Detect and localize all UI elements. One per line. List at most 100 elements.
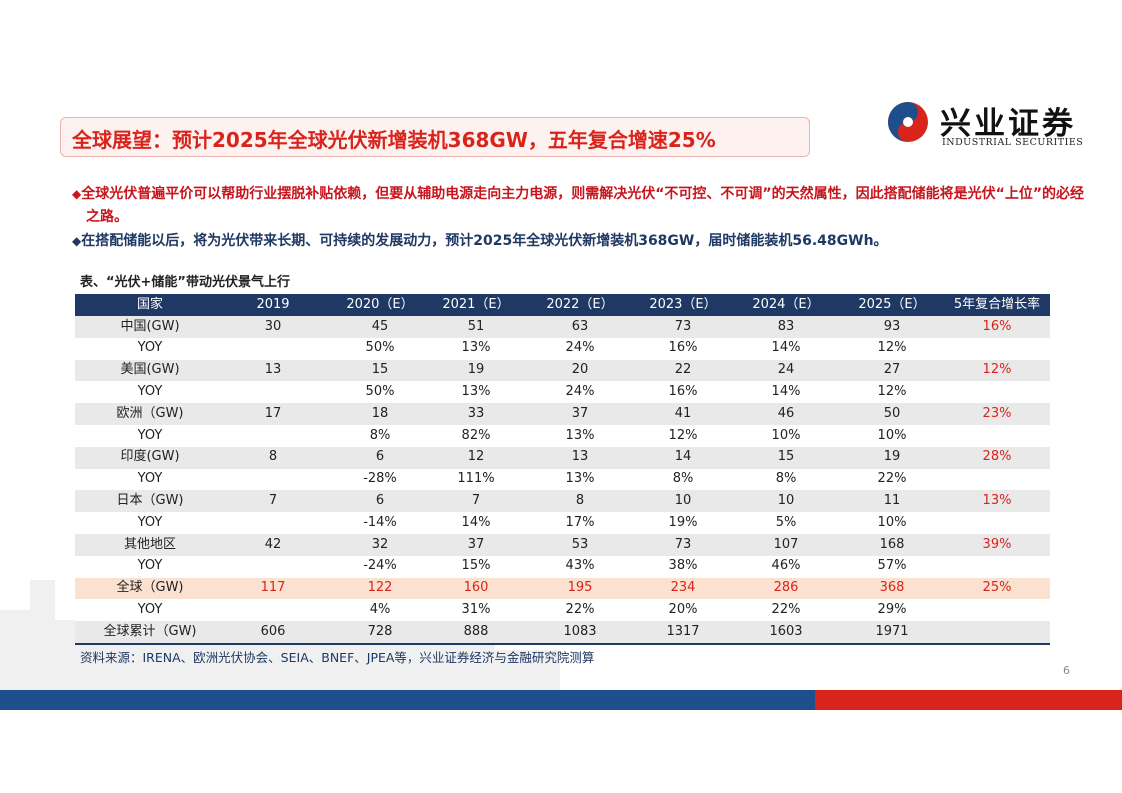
table-cell: 51 — [467, 318, 485, 334]
table-caption: 表、“光伏+储能”带动光伏景气上行 — [80, 275, 290, 290]
table-cell: 111% — [457, 471, 495, 487]
table-cell: 14 — [674, 449, 692, 465]
table-cell: 37 — [467, 536, 485, 552]
table-cell: 122 — [367, 580, 393, 596]
table-cell: 7 — [471, 492, 481, 508]
table-cell: 160 — [463, 580, 489, 596]
table-cell: 12% — [877, 383, 907, 399]
table-cell: 13 — [264, 362, 282, 378]
table-cell: 22% — [771, 601, 801, 617]
table-cell: 日本（GW) — [116, 492, 184, 508]
header-cell: 国家 — [136, 297, 163, 312]
table-cell: 12 — [467, 449, 485, 465]
table-cell: 13% — [565, 471, 595, 487]
table-cell: 234 — [670, 580, 696, 596]
table-cell: 15 — [371, 362, 389, 378]
table-cell: 14% — [771, 383, 801, 399]
table-cell: 606 — [260, 623, 286, 639]
table-cell: 中国(GW) — [120, 318, 180, 334]
table-cell: 63 — [571, 318, 589, 334]
table-cell: 29% — [877, 601, 907, 617]
title-box — [60, 117, 810, 157]
table-cell: 1603 — [769, 623, 803, 639]
logo-icon — [888, 102, 928, 142]
table-cell: 82% — [461, 427, 491, 443]
table-cell: 42 — [264, 536, 282, 552]
header-cell: 2022（E） — [546, 297, 614, 312]
table-row — [75, 403, 1050, 425]
table-cell: 6 — [375, 492, 385, 508]
table-cell: YOY — [137, 514, 163, 530]
table-cell: 7 — [268, 492, 278, 508]
table-cell: 27 — [883, 362, 901, 378]
table-row — [75, 316, 1050, 338]
table-cell: 全球（GW) — [116, 580, 184, 596]
table-cell: 14% — [461, 514, 491, 530]
table-cell: 32 — [371, 536, 389, 552]
header-cell: 2024（E） — [752, 297, 820, 312]
table-row — [75, 446, 1050, 469]
table-cell: 16% — [982, 318, 1012, 334]
table-cell: 1971 — [875, 623, 909, 639]
table-cell: 10% — [877, 427, 907, 443]
table-cell: 23% — [982, 405, 1012, 421]
table-row — [75, 468, 1050, 491]
table-cell: 15 — [777, 449, 795, 465]
table-cell: 20% — [668, 601, 698, 617]
table-cell: 41 — [674, 405, 692, 421]
title: 全球展望：预计2025年全球光伏新增装机368GW，五年复合增速25% — [72, 128, 716, 152]
table-cell: 5% — [775, 514, 797, 530]
header-cell: 2020（E） — [346, 297, 414, 312]
table-cell: 39% — [982, 536, 1012, 552]
table-cell: 11 — [883, 492, 901, 508]
table-cell: 31% — [461, 601, 491, 617]
table-cell: -14% — [363, 514, 397, 530]
logo-name: 兴业证券 — [940, 106, 1076, 142]
table-cell: 20 — [571, 362, 589, 378]
page-number: 6 — [1063, 664, 1070, 677]
table-cell: 17% — [565, 514, 595, 530]
table-cell: 欧洲（GW) — [116, 405, 184, 421]
table-cell: 4% — [369, 601, 391, 617]
table-row — [75, 555, 1050, 578]
table-cell: YOY — [137, 471, 163, 487]
table-row — [75, 621, 1050, 643]
table-cell: 43% — [565, 558, 595, 574]
table-cell: 93 — [883, 318, 901, 334]
table-cell: 24 — [777, 362, 795, 378]
table-row — [75, 381, 1050, 404]
table-cell: 15% — [461, 558, 491, 574]
header-row — [75, 294, 1050, 316]
header-cell: 5年复合增长率 — [953, 297, 1041, 312]
table-cell: 107 — [773, 536, 799, 552]
table-cell: 73 — [674, 318, 692, 334]
table-cell: YOY — [137, 383, 163, 399]
header-cell: 2023（E） — [649, 297, 717, 312]
table-cell: 195 — [567, 580, 593, 596]
table-cell: 印度(GW) — [120, 449, 180, 465]
table-cell: 13% — [565, 427, 595, 443]
table-row — [75, 359, 1050, 382]
source: 资料来源：IRENA、欧洲光伏协会、SEIA、BNEF、JPEA等，兴业证券经济… — [80, 650, 595, 665]
table-cell: 25% — [982, 580, 1012, 596]
table-cell: 18 — [371, 405, 389, 421]
table-cell: 8 — [575, 492, 585, 508]
table-row — [75, 577, 1050, 600]
table-cell: 8% — [775, 471, 797, 487]
table-cell: 13 — [571, 449, 589, 465]
table-cell: 14% — [771, 340, 801, 356]
table-cell: 33 — [467, 405, 485, 421]
table-row — [75, 425, 1050, 447]
table-cell: 37 — [571, 405, 589, 421]
table-cell: 12% — [668, 427, 698, 443]
table-cell: 19% — [668, 514, 698, 530]
table-cell: 24% — [565, 340, 595, 356]
table-cell: 38% — [668, 558, 698, 574]
table-cell: 12% — [982, 362, 1012, 378]
table-cell: 16% — [668, 383, 698, 399]
table-cell: 10 — [777, 492, 795, 508]
table-cell: 17 — [264, 405, 282, 421]
table-row — [75, 512, 1050, 534]
logo-subtitle: INDUSTRIAL SECURITIES — [942, 137, 1084, 148]
table-border — [75, 643, 1050, 645]
